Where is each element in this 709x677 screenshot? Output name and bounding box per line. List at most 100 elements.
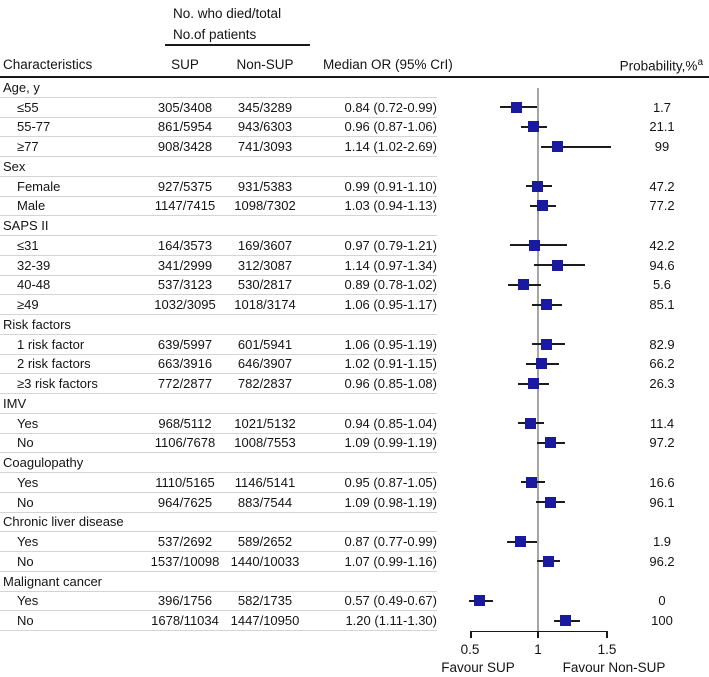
group-row: Risk factors (0, 315, 709, 335)
probability-value: 94.6 (649, 257, 675, 273)
group-label: Risk factors (3, 316, 71, 332)
row-separator (0, 96, 437, 98)
median-or-value: 1.03 (0.94-1.13) (344, 198, 437, 214)
non-sup-count: 589/2652 (237, 534, 293, 550)
row-separator (0, 452, 437, 454)
sup-count: 396/1756 (157, 593, 213, 609)
or-marker (541, 299, 553, 311)
forest-row: Yes 396/1756 582/1735 0.57 (0.49-0.67) 0 (0, 591, 709, 612)
row-separator (0, 551, 437, 552)
x-axis-line (470, 630, 608, 632)
column-header-sup: SUP (171, 57, 199, 72)
non-sup-count: 601/5941 (237, 336, 293, 352)
sup-count: 964/7625 (157, 494, 213, 510)
median-or-value: 0.89 (0.78-1.02) (344, 277, 437, 293)
group-row: Coagulopathy (0, 453, 709, 473)
row-label: ≤55 (17, 99, 39, 115)
or-marker (535, 358, 547, 370)
ci-plot-cell (437, 611, 637, 631)
median-or-value: 0.96 (0.87-1.06) (344, 119, 437, 135)
forest-table-body: Age, y ≤55 305/3408 345/3289 0.84 (0.72-0.99… (0, 78, 709, 631)
sup-count: 663/3916 (157, 356, 213, 372)
forest-row: ≥3 risk factors 772/2877 782/2837 0.96 (0.8… (0, 374, 709, 394)
row-label: 1 risk factor (17, 336, 85, 352)
forest-row: ≥49 1032/3095 1018/3174 1.06 (0.95-1.17) 85.… (0, 295, 709, 315)
row-separator (0, 570, 437, 572)
favour-sup-label: Favour SUP (441, 660, 515, 675)
row-label: 55-77 (17, 119, 51, 135)
probability-value: 16.6 (649, 474, 675, 490)
ci-plot-cell (437, 334, 637, 354)
row-separator (0, 136, 437, 138)
row-separator (0, 511, 437, 513)
probability-value: 42.2 (649, 237, 675, 253)
median-or-value: 0.84 (0.72-0.99) (344, 99, 437, 115)
numerator-header: No. who died/total No.of patients (173, 3, 281, 45)
or-marker (552, 259, 564, 271)
group-label: Sex (3, 158, 26, 174)
probability-value: 1.7 (652, 99, 672, 115)
sup-count: 537/2692 (157, 534, 213, 550)
forest-row: 32-39 341/2999 312/3087 1.14 (0.97-1.34) 94.… (0, 255, 709, 276)
median-or-value: 1.06 (0.95-1.19) (344, 336, 437, 352)
sup-count: 1537/10098 (150, 553, 220, 569)
median-or-value: 1.14 (0.97-1.34) (344, 257, 437, 273)
median-or-value: 1.09 (0.98-1.19) (344, 494, 437, 510)
ci-plot-cell (437, 117, 637, 137)
forest-row: Yes 537/2692 589/2652 0.87 (0.77-0.99) 1.9 (0, 532, 709, 552)
sup-count: 1106/7678 (154, 435, 216, 451)
group-label: Malignant cancer (3, 573, 102, 589)
row-label: No (17, 435, 34, 451)
group-label: IMV (3, 395, 27, 411)
median-or-value: 0.94 (0.85-1.04) (344, 415, 437, 431)
median-or-value: 1.20 (1.11-1.30) (345, 613, 437, 629)
sup-count: 861/5954 (157, 119, 213, 135)
or-marker (545, 496, 557, 508)
ci-plot-cell (437, 552, 637, 572)
non-sup-count: 345/3289 (237, 99, 293, 115)
ci-plot-cell (437, 295, 637, 315)
median-or-value: 0.97 (0.79-1.21) (344, 237, 437, 253)
ci-plot-cell (437, 236, 637, 256)
row-label: Yes (17, 415, 39, 431)
non-sup-count: 169/3607 (237, 237, 293, 253)
median-or-value: 1.02 (0.91-1.15) (344, 356, 437, 372)
non-sup-count: 646/3907 (237, 356, 293, 372)
forest-row: ≤31 164/3573 169/3607 0.97 (0.79-1.21) 42.2 (0, 236, 709, 256)
forest-row: ≥77 908/3428 741/3093 1.14 (1.02-2.69) 99 (0, 137, 709, 157)
x-axis-tick-1 (537, 630, 539, 638)
group-label: Chronic liver disease (3, 514, 124, 530)
ci-plot-cell (437, 591, 637, 611)
ci-plot-cell (437, 473, 637, 493)
ci-plot-cell (437, 97, 637, 117)
median-or-value: 1.06 (0.95-1.17) (344, 297, 437, 313)
probability-value: 47.2 (649, 178, 675, 194)
row-separator (0, 294, 437, 296)
sup-count: 305/3408 (157, 99, 213, 115)
sup-count: 164/3573 (157, 237, 213, 253)
or-marker (474, 595, 486, 607)
forest-row: No 1678/11034 1447/10950 1.20 (1.11-1.30) 10… (0, 611, 709, 631)
forest-row: Yes 968/5112 1021/5132 0.94 (0.85-1.04) 11.4 (0, 413, 709, 434)
probability-value: 82.9 (649, 336, 675, 352)
row-label: ≥49 (17, 297, 39, 313)
probability-value: 1.9 (652, 534, 672, 550)
group-label: Age, y (3, 79, 40, 95)
sup-count: 908/3428 (157, 139, 213, 155)
favour-non-sup-label: Favour Non-SUP (562, 660, 666, 675)
non-sup-count: 582/1735 (237, 593, 293, 609)
group-row: Chronic liver disease (0, 512, 709, 533)
row-separator (0, 630, 437, 631)
non-sup-count: 530/2817 (237, 277, 293, 293)
or-marker (517, 279, 529, 291)
column-header-non-sup: Non-SUP (236, 57, 294, 72)
group-label: Coagulopathy (3, 455, 84, 471)
ci-plot-cell (437, 492, 637, 512)
sup-count: 537/3123 (157, 277, 213, 293)
row-label: 2 risk factors (17, 356, 91, 372)
row-label: Female (17, 178, 61, 194)
or-marker (511, 101, 523, 113)
probability-label: Probability,% (619, 58, 698, 74)
x-axis-tick-1-5 (606, 630, 608, 638)
column-header-characteristics: Characteristics (3, 57, 93, 72)
